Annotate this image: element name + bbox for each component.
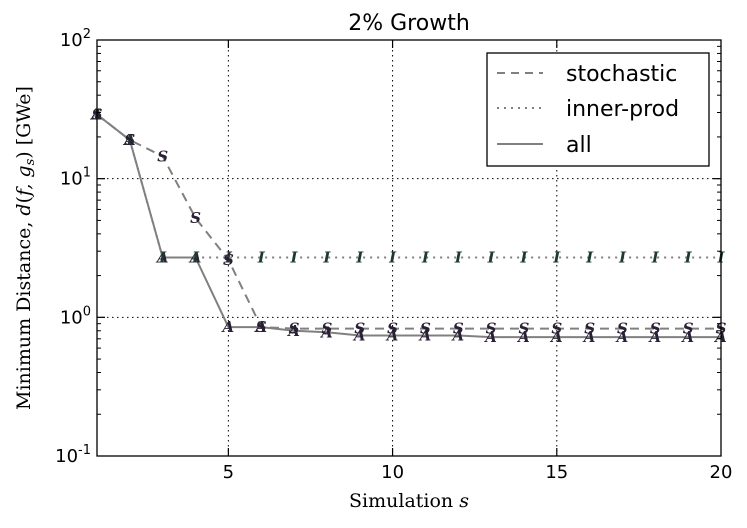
marker-stochastic: S bbox=[584, 320, 595, 338]
marker-inner-prod: I bbox=[585, 249, 594, 267]
marker-inner-prod: I bbox=[618, 249, 627, 267]
x-tick-label: 15 bbox=[545, 462, 568, 483]
marker-stochastic: S bbox=[453, 320, 464, 338]
marker-all: A bbox=[155, 249, 169, 267]
series-line-inner-prod bbox=[96, 113, 721, 259]
marker-all: A bbox=[89, 106, 103, 124]
marker-inner-prod: I bbox=[388, 249, 397, 267]
tick-labels: 5 10 15 20 10-1 100 101 102 bbox=[55, 27, 732, 483]
y-axis-label: Minimum Distance, d(f, gs) [GWe] bbox=[13, 86, 38, 410]
marker-all: A bbox=[221, 318, 235, 336]
marker-inner-prod: I bbox=[519, 249, 528, 267]
marker-inner-prod: I bbox=[651, 249, 660, 267]
marker-stochastic: S bbox=[190, 209, 201, 227]
marker-stochastic: S bbox=[420, 320, 431, 338]
x-axis-label: Simulation s bbox=[349, 490, 469, 512]
marker-inner-prod: I bbox=[257, 249, 266, 267]
marker-stochastic: S bbox=[321, 320, 332, 338]
x-tick-label: 5 bbox=[223, 462, 234, 483]
marker-stochastic: S bbox=[223, 251, 234, 269]
marker-inner-prod: I bbox=[322, 249, 331, 267]
marker-all: A bbox=[549, 328, 563, 346]
marker-inner-prod: I bbox=[158, 249, 167, 267]
chart-title: 2% Growth bbox=[348, 11, 470, 36]
marker-all: A bbox=[352, 326, 366, 344]
marker-inner-prod: I bbox=[290, 249, 299, 267]
series-line-all bbox=[96, 113, 721, 339]
legend-label-stochastic: stochastic bbox=[566, 62, 677, 87]
marker-all: A bbox=[647, 328, 661, 346]
marker-inner-prod: I bbox=[191, 249, 200, 267]
marker-all: A bbox=[516, 328, 530, 346]
marker-inner-prod: I bbox=[421, 249, 430, 267]
legend-label-inner-prod: inner-prod bbox=[566, 97, 679, 122]
marker-inner-prod: I bbox=[552, 249, 561, 267]
legend-box bbox=[486, 52, 710, 167]
marker-stochastic: S bbox=[354, 320, 365, 338]
marker-stochastic: S bbox=[157, 147, 168, 165]
marker-all: A bbox=[615, 328, 629, 346]
marker-all: A bbox=[713, 328, 727, 346]
y-tick-label: 100 bbox=[60, 304, 91, 328]
marker-all: A bbox=[582, 328, 596, 346]
legend: stochastic inner-prod all bbox=[486, 52, 710, 167]
axis-ticks bbox=[97, 39, 721, 457]
marker-stochastic: S bbox=[387, 320, 398, 338]
marker-stochastic: S bbox=[683, 320, 694, 338]
svg-text:Minimum Distance, d(f, gs) [GW: Minimum Distance, d(f, gs) [GWe] bbox=[13, 86, 38, 410]
series-line-stochastic bbox=[96, 113, 721, 330]
y-tick-label: 10-1 bbox=[55, 443, 91, 467]
marker-all: A bbox=[418, 326, 432, 344]
marker-inner-prod: I bbox=[125, 131, 134, 149]
marker-stochastic: S bbox=[289, 320, 300, 338]
marker-all: A bbox=[122, 131, 136, 149]
marker-inner-prod: I bbox=[684, 249, 693, 267]
marker-inner-prod: I bbox=[224, 249, 233, 267]
marker-stochastic: S bbox=[256, 318, 267, 336]
legend-label-all: all bbox=[566, 133, 592, 158]
marker-all: A bbox=[483, 328, 497, 346]
marker-stochastic: S bbox=[486, 320, 497, 338]
marker-stochastic: S bbox=[124, 131, 135, 149]
plot-frame bbox=[96, 39, 722, 457]
x-tick-label: 20 bbox=[710, 462, 733, 483]
marker-all: A bbox=[385, 326, 399, 344]
marker-inner-prod: I bbox=[487, 249, 496, 267]
marker-all: A bbox=[319, 323, 333, 341]
marker-stochastic: S bbox=[551, 320, 562, 338]
x-tick-label: 10 bbox=[381, 462, 404, 483]
marker-inner-prod: I bbox=[454, 249, 463, 267]
marker-inner-prod: I bbox=[355, 249, 364, 267]
marker-all: A bbox=[680, 328, 694, 346]
marker-all: A bbox=[253, 318, 267, 336]
marker-stochastic: S bbox=[519, 320, 530, 338]
marker-stochastic: S bbox=[617, 320, 628, 338]
marker-stochastic: S bbox=[650, 320, 661, 338]
marker-all: A bbox=[188, 249, 202, 267]
marker-all: A bbox=[450, 326, 464, 344]
series-lines bbox=[96, 113, 721, 339]
y-tick-label: 101 bbox=[60, 166, 91, 190]
svg-text:Simulation s: Simulation s bbox=[349, 490, 469, 512]
marker-all: A bbox=[286, 322, 300, 340]
grid-lines bbox=[97, 40, 721, 456]
y-tick-label: 102 bbox=[60, 27, 91, 51]
